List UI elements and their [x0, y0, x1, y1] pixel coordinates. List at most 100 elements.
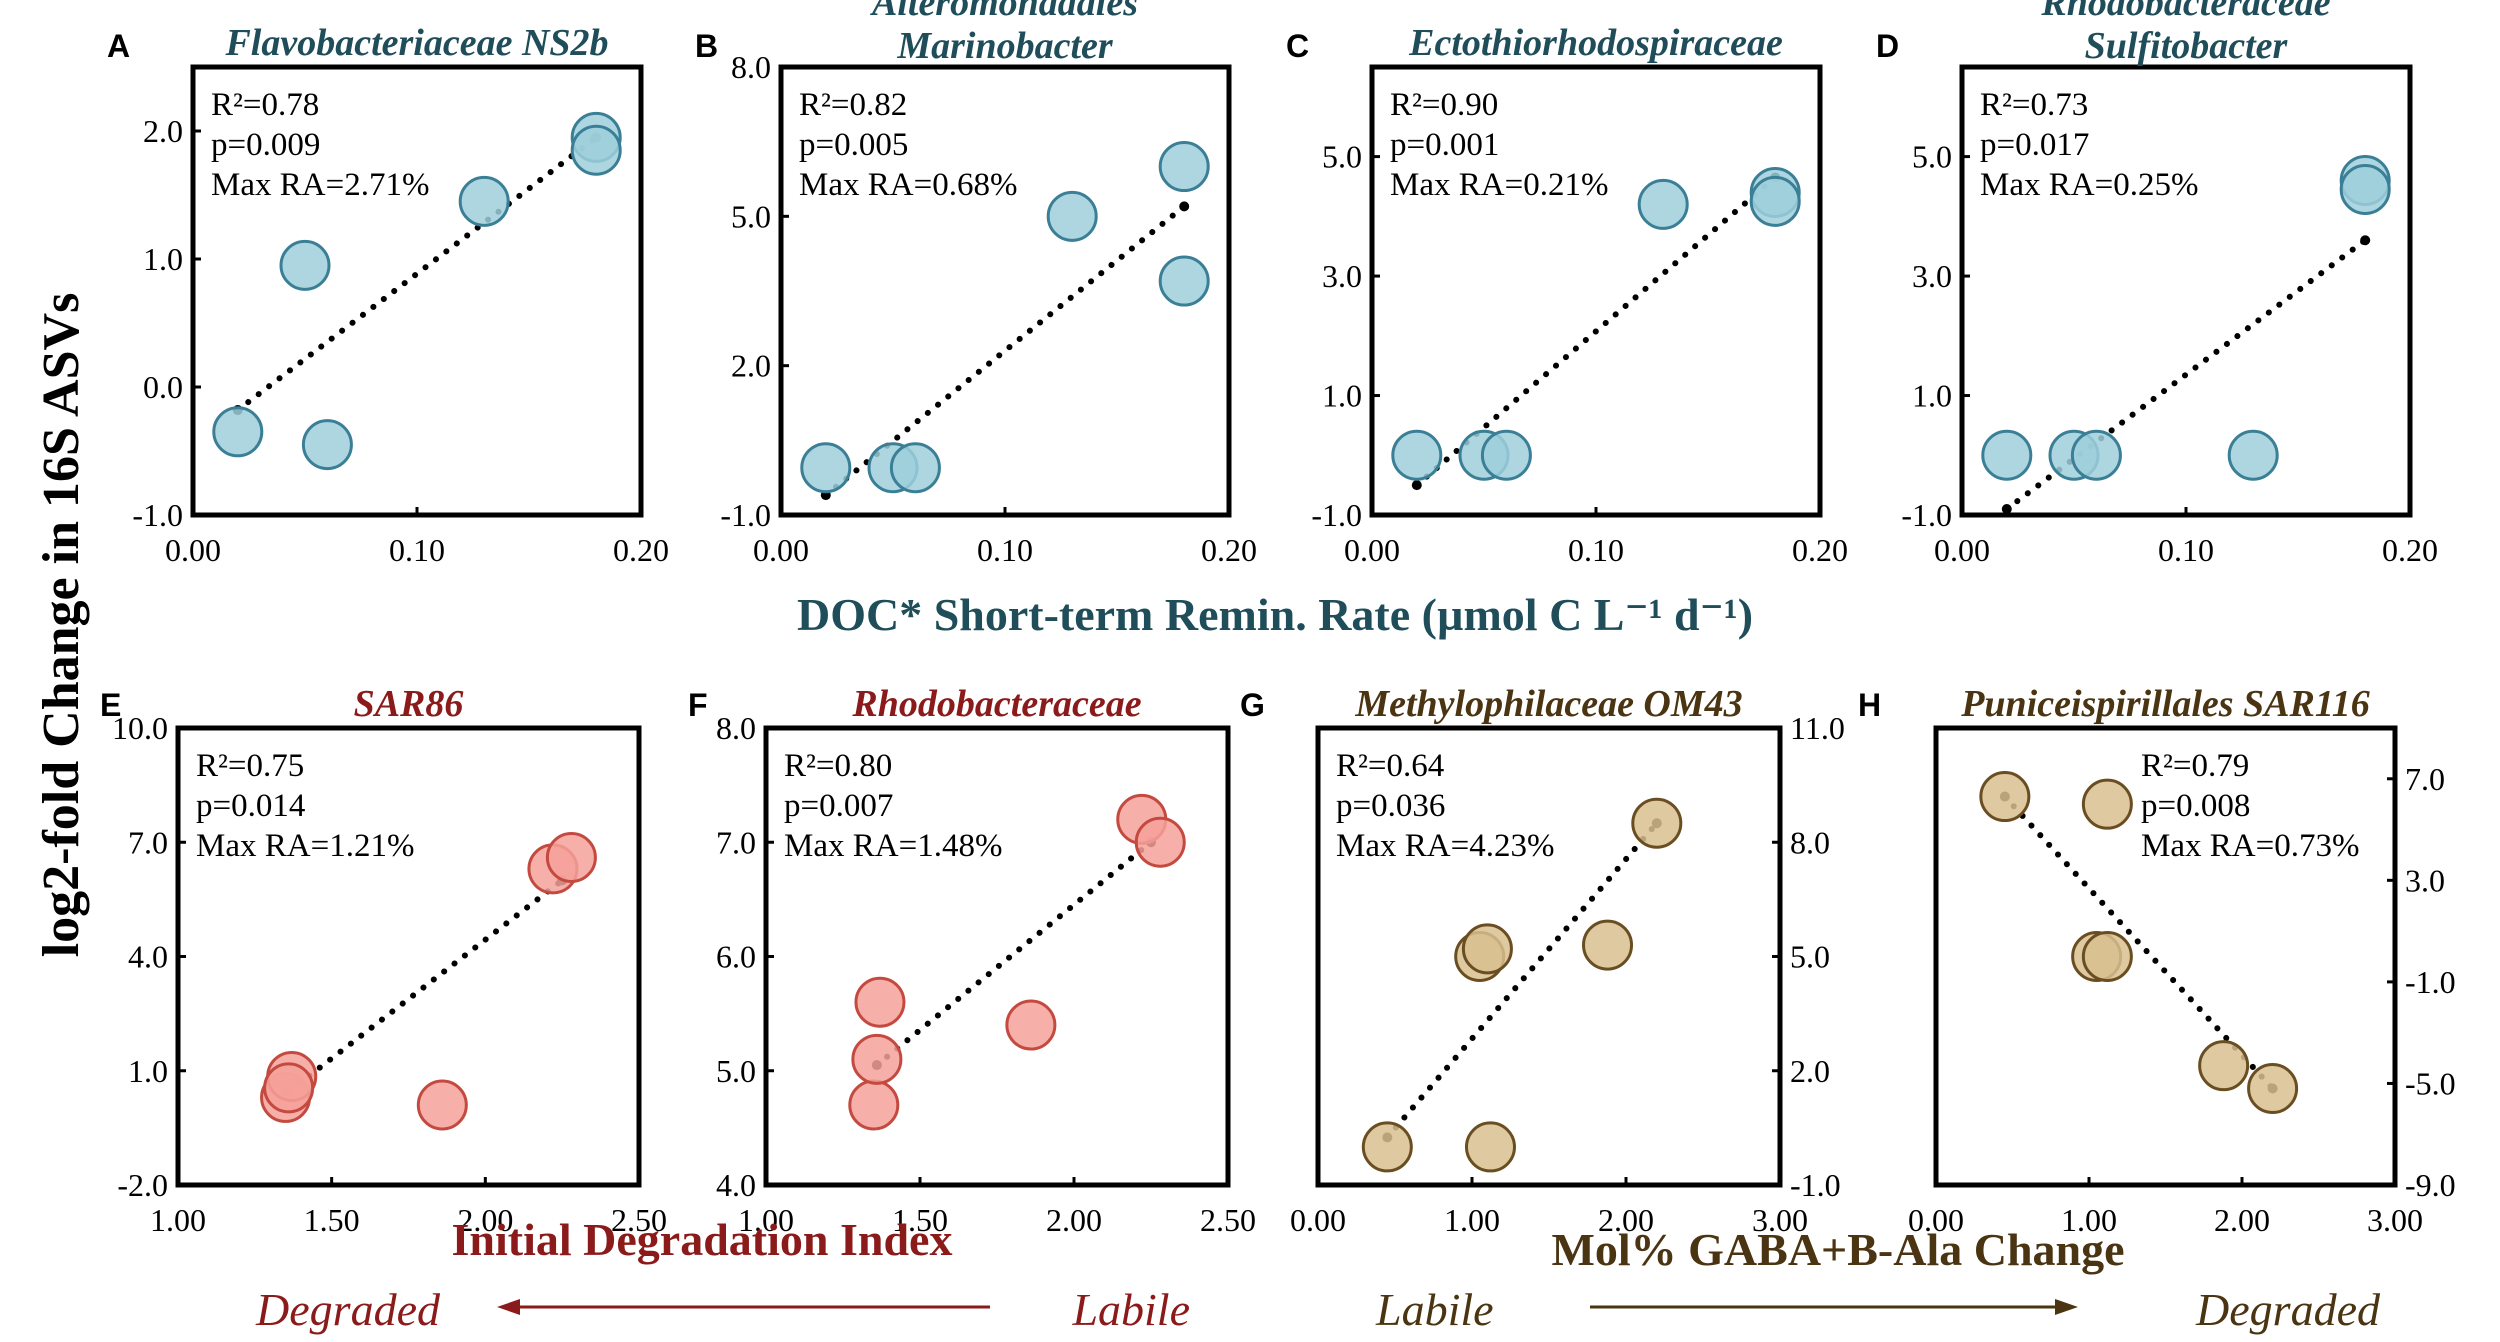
y-tick-label: 2.0	[1790, 1053, 1830, 1089]
data-point	[1361, 1121, 1413, 1173]
stat-line: Max RA=0.68%	[799, 167, 1017, 203]
y-tick-label: 3.0	[1912, 258, 1952, 294]
panel-letter: G	[1240, 687, 1265, 723]
arrow-left-from-label: Labile	[1071, 1284, 1190, 1335]
data-point	[1979, 771, 2031, 823]
data-point	[848, 1079, 900, 1131]
stat-line: R²=0.75	[196, 748, 304, 784]
x-tick-label: 0.20	[1201, 532, 1257, 568]
x-tick-label: 0.10	[389, 532, 445, 568]
data-point	[458, 175, 510, 227]
data-point	[1005, 999, 1057, 1051]
panel-title: Puniceispirillales SAR116	[1960, 683, 2370, 725]
data-point	[854, 976, 906, 1028]
panel-title: Rhodobacteraceae	[851, 683, 1141, 725]
trend-end-dot	[1179, 201, 1190, 212]
x-tick-label: 2.50	[1200, 1202, 1256, 1238]
data-point	[212, 406, 264, 458]
data-point	[2081, 931, 2133, 982]
stat-line: R²=0.82	[799, 87, 907, 123]
x-tick-label: 1.00	[150, 1202, 206, 1238]
x-tick-label: 0.10	[977, 532, 1033, 568]
y-tick-label: 1.0	[1322, 378, 1362, 414]
x-tick-label: 0.10	[2158, 532, 2214, 568]
data-point	[570, 124, 622, 176]
y-tick-label: 8.0	[716, 710, 756, 746]
data-point	[1981, 429, 2033, 481]
panel-title: Methylophilaceae OM43	[1354, 683, 1742, 725]
data-point	[1631, 797, 1683, 849]
x-axis-label-bottom-right: Mol% GABA+B-Ala Change	[1551, 1224, 2124, 1275]
x-tick-label: 3.00	[2367, 1202, 2423, 1238]
y-tick-label: -1.0	[1311, 497, 1362, 533]
panel-title: Marinobacter	[896, 25, 1114, 67]
panel-title: Rhodobacteraceae	[2040, 0, 2330, 24]
x-tick-label: 0.20	[613, 532, 669, 568]
y-tick-label: 2.0	[143, 113, 183, 149]
data-point	[263, 1062, 315, 1114]
trend-start-dot	[1411, 480, 1422, 491]
trend-line	[234, 134, 600, 414]
x-tick-label: 0.00	[1290, 1202, 1346, 1238]
panel-title: Sulfitobacter	[2085, 25, 2289, 67]
stat-line: Max RA=0.21%	[1390, 167, 1608, 203]
y-tick-label: 7.0	[128, 824, 168, 860]
y-tick-label: -1.0	[1790, 1167, 1841, 1203]
data-point	[2081, 778, 2133, 830]
panel-title: Ectothiorhodospiraceae	[1408, 22, 1783, 64]
stat-line: Max RA=0.73%	[2141, 828, 2359, 864]
trend-line	[1384, 820, 1660, 1141]
stat-line: p=0.017	[1980, 127, 2089, 163]
data-point	[889, 442, 941, 494]
stat-line: R²=0.80	[784, 748, 892, 784]
y-tick-label: -9.0	[2405, 1167, 2456, 1203]
panel-a: 0.00 0.10 0.20 -1.0 0.0 1.0 2.0 R²=0.78 p=0.009 M…	[107, 22, 669, 568]
y-tick-label: 1.0	[128, 1053, 168, 1089]
y-tick-label: -1.0	[720, 497, 771, 533]
data-point	[1749, 175, 1801, 227]
stat-line: Max RA=1.21%	[196, 828, 414, 864]
data-point	[1464, 1121, 1516, 1173]
arrow-right-from-label: Labile	[1375, 1284, 1494, 1335]
stat-line: Max RA=4.23%	[1336, 828, 1554, 864]
x-tick-label: 0.00	[165, 532, 221, 568]
y-axis-label: log2-fold Change in 16S ASVs	[33, 293, 90, 958]
data-point	[2070, 429, 2122, 481]
panel-b: 0.00 0.10 0.20 -1.0 2.0 5.0 8.0 R²=0.82 p=0.005 M…	[695, 0, 1257, 568]
stat-line: R²=0.73	[1980, 87, 2088, 123]
y-tick-label: 11.0	[1790, 710, 1845, 746]
arrow-right-group: Labile Degraded	[1375, 1284, 2381, 1335]
stat-line: Max RA=2.71%	[211, 167, 429, 203]
stat-line: Max RA=0.25%	[1980, 167, 2198, 203]
stat-line: R²=0.64	[1336, 748, 1444, 784]
trend-start-dot	[2001, 504, 2012, 515]
panels: 0.00 0.10 0.20 -1.0 0.0 1.0 2.0 R²=0.78 p=0.009 M…	[100, 0, 2456, 1238]
x-tick-label: 0.00	[1934, 532, 1990, 568]
x-tick-label: 2.00	[457, 1202, 513, 1238]
panel-f: 1.00 1.50 2.00 2.50 4.0 5.0 6.0 7.0 8.0 R²=0.80 p=…	[688, 683, 1256, 1238]
arrow-left-to-label: Degraded	[255, 1284, 441, 1335]
stat-line: p=0.007	[784, 788, 893, 824]
data-point	[1461, 923, 1513, 975]
data-point	[2198, 1040, 2250, 1092]
panel-title: Flavobacteriaceae NS2b	[224, 22, 608, 64]
y-tick-label: 6.0	[716, 939, 756, 975]
panel-letter: F	[688, 687, 708, 723]
x-tick-label: 2.00	[1598, 1202, 1654, 1238]
data-point	[1158, 141, 1210, 193]
x-tick-label: 0.00	[1344, 532, 1400, 568]
trend-line	[285, 877, 566, 1095]
y-tick-label: -1.0	[132, 497, 183, 533]
stat-line: R²=0.78	[211, 87, 319, 123]
x-tick-label: 0.20	[1792, 532, 1848, 568]
x-tick-label: 2.50	[611, 1202, 667, 1238]
y-tick-label: -1.0	[2405, 964, 2456, 1000]
y-tick-label: 1.0	[1912, 378, 1952, 414]
panel-letter: H	[1858, 687, 1881, 723]
stat-line: p=0.005	[799, 127, 908, 163]
y-tick-label: 4.0	[716, 1167, 756, 1203]
data-point	[2227, 429, 2279, 481]
y-tick-label: 5.0	[1790, 939, 1830, 975]
panel-title: SAR86	[354, 683, 464, 725]
arrow-left-head	[497, 1299, 520, 1315]
